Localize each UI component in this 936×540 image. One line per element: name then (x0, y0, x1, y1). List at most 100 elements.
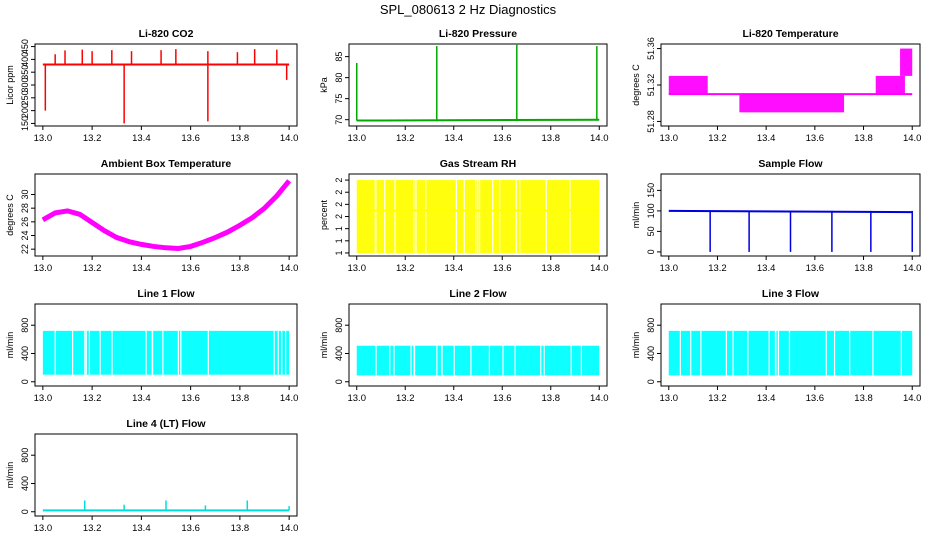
panel-4: Ambient Box Temperature 22 24 26 28 30 13.0 13.… (5, 158, 298, 274)
x-tick-label: 13.6 (493, 263, 512, 274)
x-tick-label: 13.2 (708, 263, 727, 274)
x-tick-label: 13.8 (854, 393, 873, 404)
series-line (41, 179, 292, 251)
y-tick-label: 0 (20, 509, 30, 514)
panel-title: Ambient Box Temperature (101, 158, 232, 170)
x-tick-label: 13.8 (854, 263, 873, 274)
y-tick-label: 70 (334, 115, 344, 125)
panel-title: Line 3 Flow (762, 288, 820, 300)
x-tick-label: 13.4 (757, 133, 776, 144)
y-tick-label: 26 (20, 217, 30, 227)
panel-title: Gas Stream RH (440, 158, 516, 170)
y-axis-label: degrees C (631, 64, 641, 106)
x-tick-label: 13.0 (34, 133, 53, 144)
x-tick-label: 13.6 (493, 393, 512, 404)
x-tick-label: 13.4 (132, 393, 151, 404)
x-tick-label: 14.0 (590, 263, 609, 274)
panel-9: Line 3 Flow 0 400 800 13.0 13.2 13.4 13.6 13.8 14… (631, 288, 921, 404)
y-tick-label: 51.36 (646, 37, 656, 60)
y-axis-label: ml/min (631, 202, 641, 229)
x-tick-label: 13.2 (708, 133, 727, 144)
x-tick-label: 13.6 (181, 133, 200, 144)
x-tick-label: 13.0 (660, 133, 679, 144)
plot-frame (660, 173, 921, 257)
data-band (900, 48, 913, 76)
x-tick-label: 13.2 (396, 133, 415, 144)
y-tick-label: 1 (334, 238, 344, 243)
y-tick-label: 2 (334, 214, 344, 219)
panel-title: Line 1 Flow (137, 288, 195, 300)
x-tick-label: 13.2 (396, 263, 415, 274)
y-tick-label: 0 (20, 379, 30, 384)
y-tick-label: 800 (334, 318, 344, 333)
y-tick-label: 30 (20, 189, 30, 199)
x-tick-label: 14.0 (903, 263, 922, 274)
y-tick-label: 50 (646, 226, 656, 236)
y-tick-label: 24 (20, 230, 30, 240)
x-tick-label: 13.6 (806, 133, 825, 144)
panel-10: Line 4 (LT) Flow 0 400 800 13.0 13.2 13.4 13.6 1… (5, 418, 298, 534)
x-tick-label: 13.6 (806, 393, 825, 404)
x-tick-label: 14.0 (280, 393, 299, 404)
y-axis-label: ml/min (5, 332, 15, 359)
y-tick-label: 400 (20, 52, 30, 67)
x-tick-label: 13.8 (231, 523, 250, 534)
x-tick-label: 13.2 (83, 393, 102, 404)
x-tick-label: 13.8 (231, 393, 250, 404)
x-tick-label: 13.4 (132, 523, 151, 534)
y-tick-label: 85 (334, 52, 344, 62)
x-tick-label: 13.0 (347, 393, 366, 404)
x-tick-label: 13.4 (132, 133, 151, 144)
x-tick-label: 13.2 (83, 133, 102, 144)
x-tick-label: 13.0 (660, 393, 679, 404)
plot-frame (34, 303, 298, 387)
x-tick-label: 13.2 (83, 523, 102, 534)
x-tick-label: 13.0 (34, 263, 53, 274)
x-tick-label: 13.8 (854, 133, 873, 144)
data-band (356, 345, 600, 376)
x-tick-label: 13.0 (34, 523, 53, 534)
y-axis-label: degrees C (5, 194, 15, 236)
panel-title: Line 4 (LT) Flow (126, 418, 206, 430)
x-tick-label: 13.8 (231, 133, 250, 144)
panel-6: Sample Flow 0 50 100 150 13.0 13.2 13.4 13.6 13.8… (631, 158, 921, 274)
y-tick-label: 0 (646, 379, 656, 384)
y-tick-label: 250 (20, 90, 30, 105)
x-tick-label: 13.0 (347, 133, 366, 144)
panel-title: Li-820 Pressure (439, 28, 517, 40)
panel-title: Li-820 Temperature (742, 28, 838, 40)
y-tick-label: 2 (334, 202, 344, 207)
y-tick-label: 0 (334, 379, 344, 384)
plot-frame (660, 303, 921, 387)
data-band (739, 94, 845, 113)
y-tick-label: 350 (20, 65, 30, 80)
x-tick-label: 13.8 (231, 263, 250, 274)
y-tick-label: 400 (20, 346, 30, 361)
y-tick-label: 100 (646, 203, 656, 218)
panel-8: Line 2 Flow 0 400 800 13.0 13.2 13.4 13.6 13.8 14… (319, 288, 609, 404)
x-tick-label: 14.0 (280, 523, 299, 534)
panel-2: Li-820 Pressure 70 75 80 85 13.0 13.2 13.4 13.6 1… (319, 28, 609, 144)
plot-frame (34, 173, 298, 257)
y-tick-label: 80 (334, 73, 344, 83)
y-tick-label: 2 (334, 178, 344, 183)
data-band (42, 330, 290, 375)
y-tick-label: 51.32 (646, 74, 656, 97)
x-tick-label: 13.4 (444, 263, 463, 274)
y-axis-label: kPa (319, 77, 329, 93)
y-tick-label: 400 (646, 346, 656, 361)
data-band (668, 330, 913, 376)
y-tick-label: 2 (334, 190, 344, 195)
panel-7: Line 1 Flow 0 400 800 13.0 13.2 13.4 13.6 13.8 14… (5, 288, 298, 404)
y-tick-label: 22 (20, 244, 30, 254)
x-tick-label: 14.0 (280, 133, 299, 144)
x-tick-label: 13.4 (444, 393, 463, 404)
y-axis-label: Licor ppm (5, 65, 15, 105)
x-tick-label: 14.0 (903, 393, 922, 404)
y-tick-label: 75 (334, 94, 344, 104)
plot-frame (348, 303, 608, 387)
y-tick-label: 51.28 (646, 110, 656, 133)
x-tick-label: 13.2 (396, 393, 415, 404)
